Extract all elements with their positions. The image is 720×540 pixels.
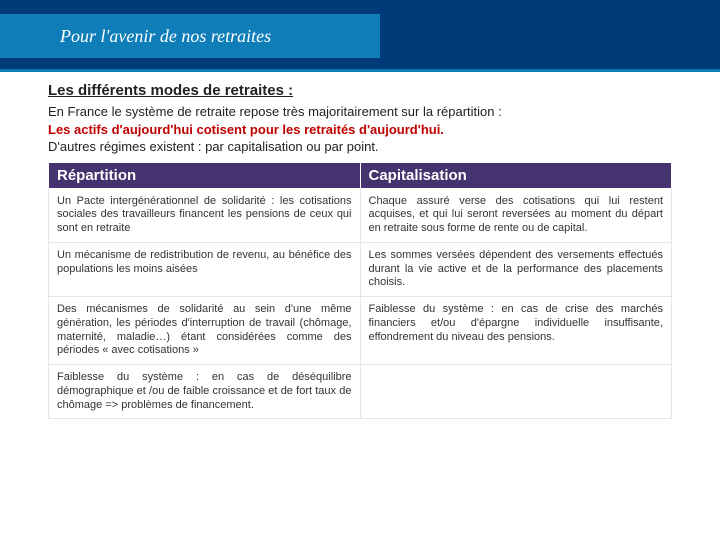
table-row: Un Pacte intergénérationnel de solidarit… bbox=[49, 188, 672, 242]
section-title: Les différents modes de retraites : bbox=[48, 82, 672, 99]
table-row: Des mécanismes de solidarité au sein d'u… bbox=[49, 297, 672, 365]
content-area: Les différents modes de retraites : En F… bbox=[0, 72, 720, 427]
col-header-repartition: Répartition bbox=[49, 162, 361, 188]
header-banner-inner: Pour l'avenir de nos retraites bbox=[0, 14, 380, 58]
table-header-row: Répartition Capitalisation bbox=[49, 162, 672, 188]
intro-highlight: Les actifs d'aujourd'hui cotisent pour l… bbox=[48, 121, 672, 139]
cell-repartition: Des mécanismes de solidarité au sein d'u… bbox=[49, 297, 361, 365]
table-row: Faiblesse du système : en cas de déséqui… bbox=[49, 365, 672, 419]
intro-line-2: D'autres régimes existent : par capitali… bbox=[48, 138, 672, 156]
col-header-capitalisation: Capitalisation bbox=[360, 162, 672, 188]
cell-repartition: Un mécanisme de redistribution de revenu… bbox=[49, 242, 361, 296]
header-banner: Pour l'avenir de nos retraites bbox=[0, 0, 720, 72]
table-row: Un mécanisme de redistribution de revenu… bbox=[49, 242, 672, 296]
banner-title: Pour l'avenir de nos retraites bbox=[60, 26, 271, 47]
intro-line-1: En France le système de retraite repose … bbox=[48, 103, 672, 121]
cell-repartition: Faiblesse du système : en cas de déséqui… bbox=[49, 365, 361, 419]
comparison-table: Répartition Capitalisation Un Pacte inte… bbox=[48, 162, 672, 420]
cell-capitalisation bbox=[360, 365, 672, 419]
cell-capitalisation: Chaque assuré verse des cotisations qui … bbox=[360, 188, 672, 242]
cell-repartition: Un Pacte intergénérationnel de solidarit… bbox=[49, 188, 361, 242]
cell-capitalisation: Les sommes versées dépendent des verseme… bbox=[360, 242, 672, 296]
cell-capitalisation: Faiblesse du système : en cas de crise d… bbox=[360, 297, 672, 365]
